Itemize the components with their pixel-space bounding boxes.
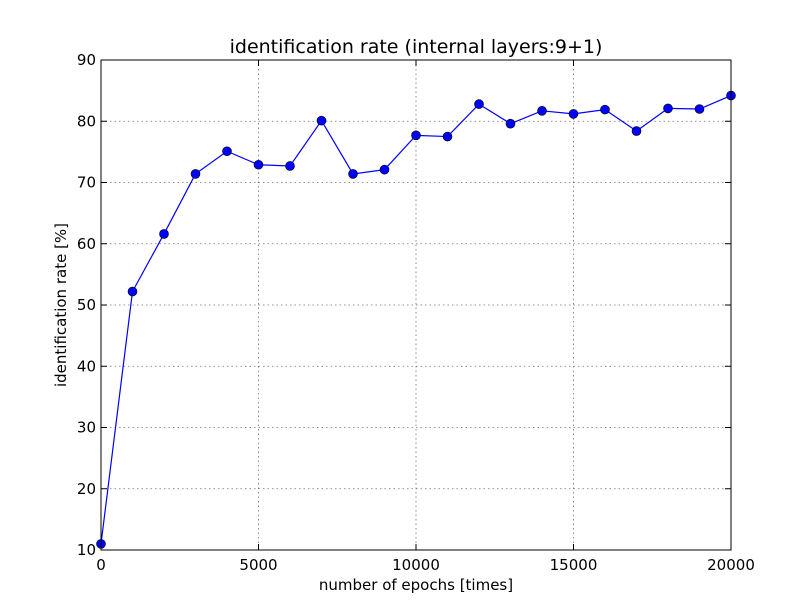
grid-lines — [101, 60, 731, 550]
data-point — [442, 131, 453, 142]
series-line — [100, 94, 732, 544]
data-point — [190, 169, 201, 179]
data-point — [379, 164, 390, 175]
axis-ticks: 0 5000 10000 15000 20000 10 20 30 40 50 60 70 80 90 — [77, 51, 755, 574]
x-tick-label: 5000 — [239, 556, 277, 574]
data-point — [316, 115, 327, 126]
y-axis-label: identification rate [%] — [52, 223, 70, 387]
y-tick-label: 90 — [77, 51, 96, 69]
y-tick-label: 70 — [77, 174, 96, 192]
data-point — [537, 106, 547, 116]
y-tick-label: 60 — [77, 235, 96, 253]
x-tick-label: 10000 — [392, 556, 440, 574]
x-tick-label: 0 — [96, 556, 106, 574]
data-point — [411, 130, 421, 141]
y-tick-label: 80 — [77, 112, 96, 130]
y-tick-label: 40 — [77, 357, 96, 375]
data-point — [631, 126, 642, 136]
data-point — [253, 159, 264, 170]
data-point — [568, 109, 579, 119]
data-point — [127, 286, 138, 297]
data-point — [694, 104, 705, 114]
x-tick-label: 15000 — [550, 556, 598, 574]
data-point — [222, 146, 232, 157]
y-tick-label: 20 — [77, 480, 96, 498]
x-tick-label: 20000 — [707, 556, 755, 574]
y-tick-label: 50 — [77, 296, 96, 314]
y-tick-label: 10 — [77, 541, 96, 559]
data-point — [159, 229, 169, 239]
data-point — [600, 104, 610, 115]
data-point — [348, 169, 358, 179]
data-point — [663, 103, 673, 114]
data-point — [474, 99, 484, 109]
data-point — [285, 161, 295, 171]
y-tick-label: 30 — [77, 419, 96, 437]
plot-frame — [100, 59, 732, 551]
chart-title: identification rate (internal layers:9+1… — [230, 36, 603, 58]
x-axis-label: number of epochs [times] — [319, 576, 513, 594]
data-point — [505, 118, 516, 129]
